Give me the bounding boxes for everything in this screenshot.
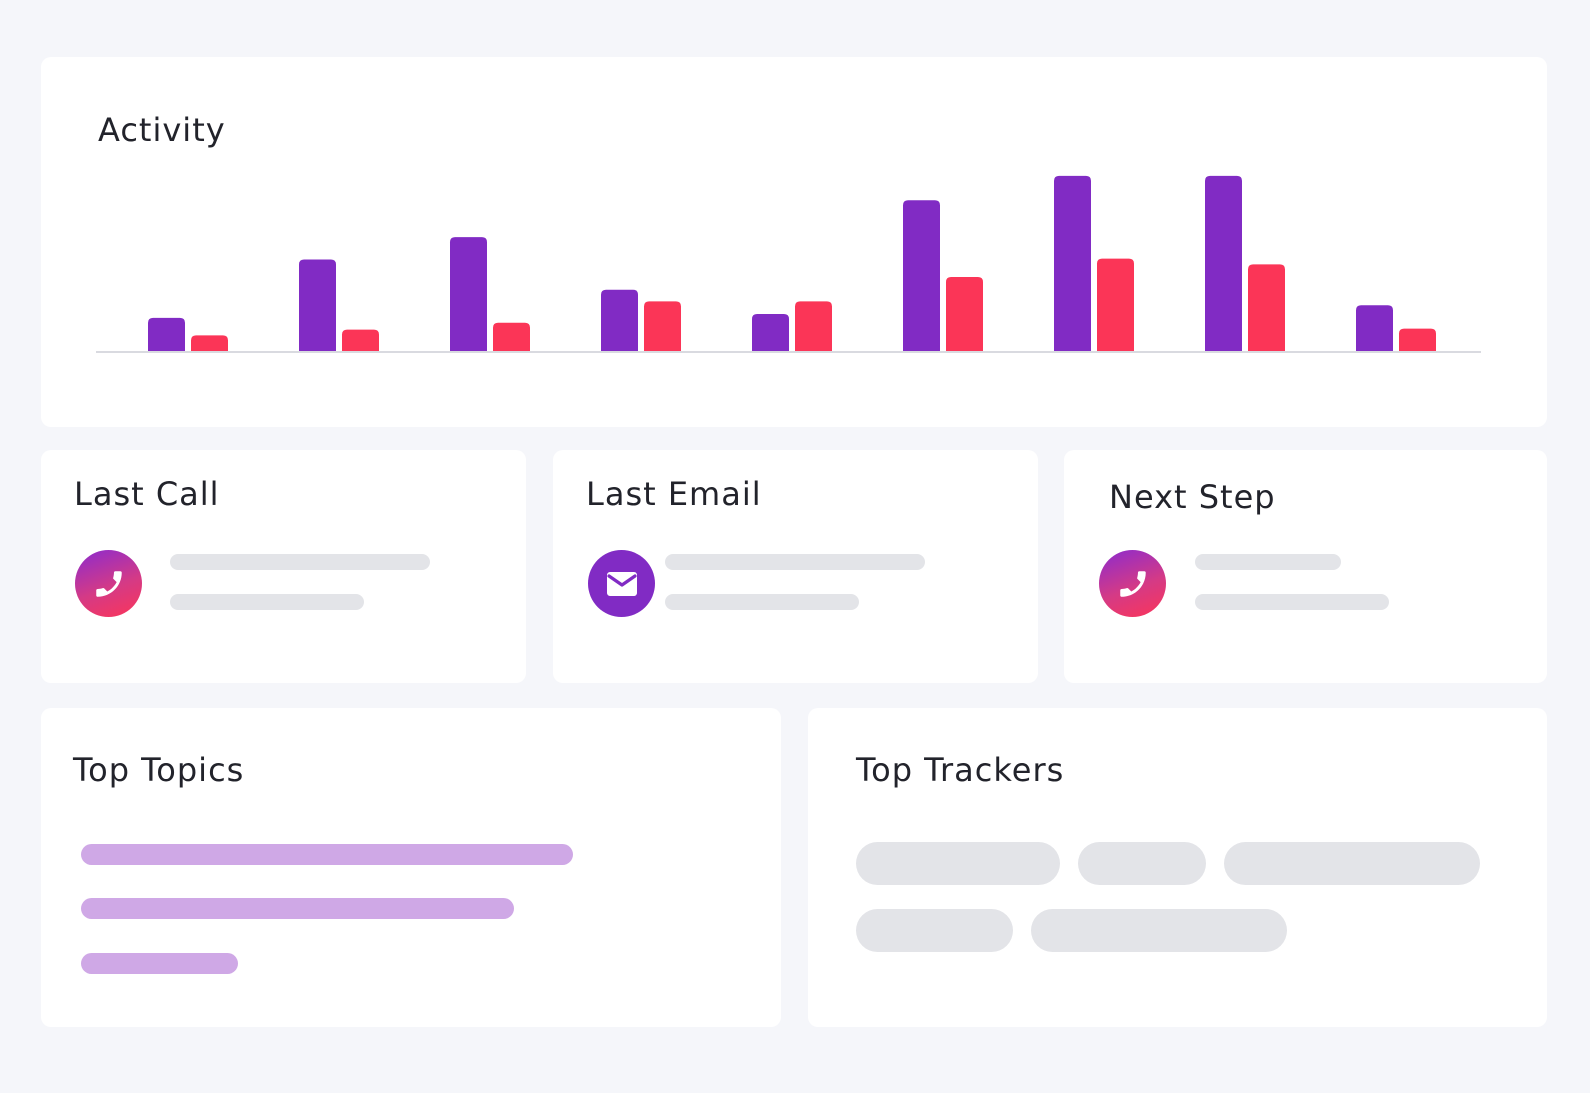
bar-series-1-9[interactable] [1356,305,1393,351]
last-email-line-1 [665,554,925,570]
bar-series-2-8[interactable] [1248,264,1285,351]
bar-series-1-1[interactable] [148,317,185,351]
bar-series-1-4[interactable] [601,289,638,351]
top-trackers-title: Top Trackers [856,751,1065,789]
bar-series-1-6[interactable] [903,200,940,351]
last-call-title: Last Call [74,475,220,513]
phone-icon[interactable] [1099,550,1166,617]
bar-series-1-8[interactable] [1205,175,1242,351]
activity-title: Activity [98,111,226,149]
next-step-line-1 [1195,554,1341,570]
bar-series-2-4[interactable] [644,301,681,351]
top-trackers-card: Top Trackers [808,708,1547,1027]
last-call-line-1 [170,554,430,570]
last-email-line-2 [665,594,859,610]
mail-icon[interactable] [588,550,655,617]
tracker-pill[interactable] [1224,842,1480,885]
bar-series-2-9[interactable] [1399,328,1436,351]
bar-series-1-5[interactable] [752,314,789,351]
last-call-card[interactable]: Last Call [41,450,526,683]
last-call-line-2 [170,594,364,610]
tracker-pill[interactable] [1078,842,1206,885]
last-email-card[interactable]: Last Email [553,450,1038,683]
next-step-card[interactable]: Next Step [1064,450,1547,683]
bar-series-2-6[interactable] [946,277,983,351]
bar-series-1-2[interactable] [299,259,336,351]
bar-series-1-3[interactable] [450,237,487,351]
bar-series-2-3[interactable] [493,322,530,351]
bar-series-2-2[interactable] [342,329,379,351]
activity-card: Activity [41,57,1547,427]
top-topics-card: Top Topics [41,708,781,1027]
topic-bar[interactable] [81,953,238,974]
topic-bar[interactable] [81,844,573,865]
bar-series-2-7[interactable] [1097,258,1134,351]
activity-chart [96,175,1481,353]
topic-bar[interactable] [81,898,514,919]
next-step-title: Next Step [1109,478,1276,516]
tracker-pill[interactable] [856,842,1060,885]
tracker-pill[interactable] [1031,909,1287,952]
last-email-title: Last Email [586,475,762,513]
next-step-line-2 [1195,594,1389,610]
bar-series-2-1[interactable] [191,335,228,351]
bar-series-2-5[interactable] [795,301,832,351]
bar-series-1-7[interactable] [1054,175,1091,351]
tracker-pill[interactable] [856,909,1013,952]
top-topics-title: Top Topics [73,751,245,789]
phone-icon[interactable] [75,550,142,617]
